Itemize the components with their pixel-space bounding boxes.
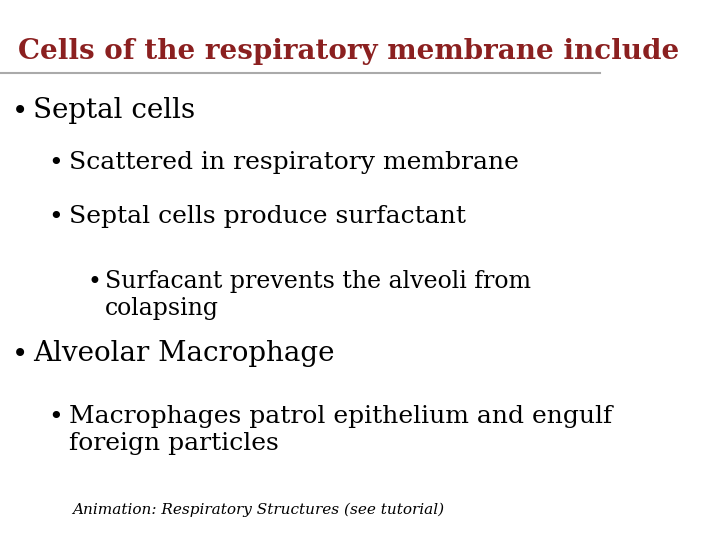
Text: Septal cells produce surfactant: Septal cells produce surfactant — [69, 205, 466, 228]
Text: Animation: Respiratory Structures (see tutorial): Animation: Respiratory Structures (see t… — [72, 502, 444, 517]
Text: Septal cells: Septal cells — [33, 97, 195, 124]
Text: •: • — [48, 405, 63, 429]
Text: •: • — [12, 340, 28, 368]
Text: •: • — [48, 151, 63, 175]
Text: Macrophages patrol epithelium and engulf
foreign particles: Macrophages patrol epithelium and engulf… — [69, 405, 612, 455]
Text: •: • — [12, 97, 28, 125]
Text: Alveolar Macrophage: Alveolar Macrophage — [33, 340, 335, 367]
Text: •: • — [87, 270, 101, 294]
Text: •: • — [48, 205, 63, 229]
Text: Surfacant prevents the alveoli from
colapsing: Surfacant prevents the alveoli from cola… — [105, 270, 531, 320]
Text: Scattered in respiratory membrane: Scattered in respiratory membrane — [69, 151, 519, 174]
Text: Cells of the respiratory membrane include: Cells of the respiratory membrane includ… — [18, 38, 679, 65]
